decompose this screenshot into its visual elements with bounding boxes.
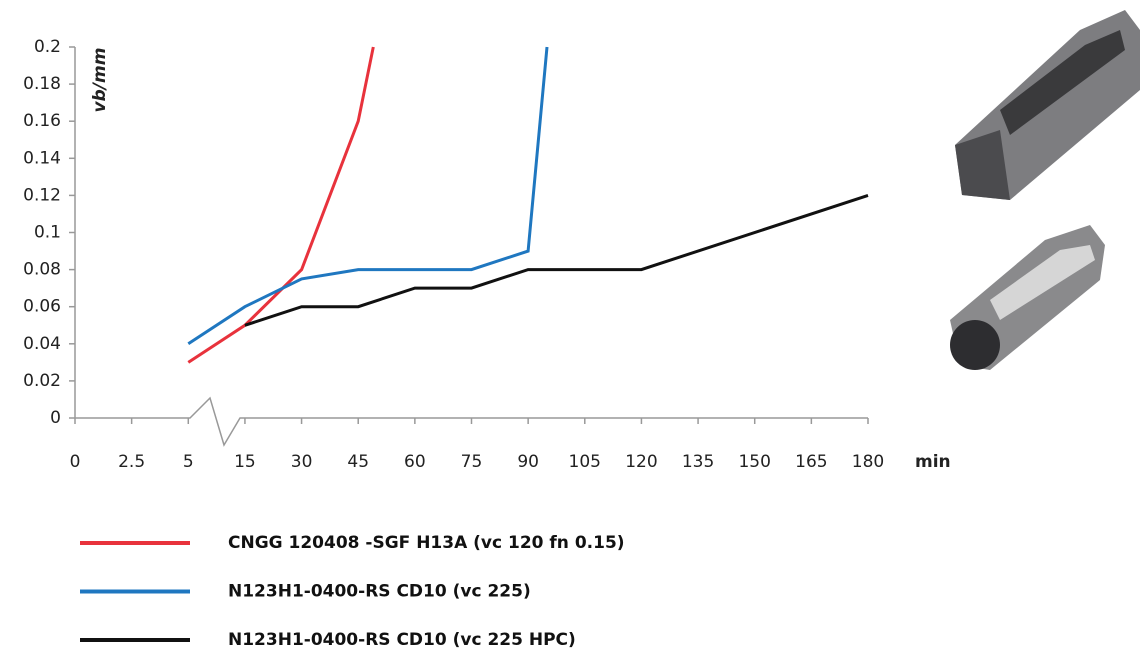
y-tick-label: 0.04 [23, 334, 61, 354]
legend-label: CNGG 120408 -SGF H13A (vc 120 fn 0.15) [228, 533, 625, 553]
x-axis [75, 396, 868, 447]
x-tick-label: 15 [234, 452, 256, 472]
x-tick-label: 135 [682, 452, 714, 472]
y-tick-label: 0 [50, 408, 61, 428]
y-tick-label: 0.02 [23, 371, 61, 391]
x-tick-label: 2.5 [118, 452, 145, 472]
y-tick-label: 0.06 [23, 297, 61, 317]
data-line [187, 46, 375, 364]
insert-image [950, 10, 1140, 370]
x-tick-label: 0 [70, 452, 81, 472]
legend-label: N123H1-0400-RS CD10 (vc 225 HPC) [228, 630, 576, 650]
data-line [187, 46, 549, 346]
y-tick-label: 0.14 [23, 148, 61, 168]
x-tick-label: 90 [517, 452, 539, 472]
x-tick-label: 45 [347, 452, 369, 472]
y-tick-label: 0.08 [23, 260, 61, 280]
x-tick-label: 120 [625, 452, 657, 472]
x-tick-label: 165 [795, 452, 827, 472]
x-tick-label: 105 [569, 452, 601, 472]
data-line [244, 193, 869, 327]
x-tick-label: 60 [404, 452, 426, 472]
y-tick-label: 0.12 [23, 185, 61, 205]
x-tick-label: 180 [852, 452, 884, 472]
x-axis-label: min [915, 452, 951, 472]
x-tick-label: 150 [738, 452, 770, 472]
legend-label: N123H1-0400-RS CD10 (vc 225) [228, 582, 531, 602]
y-axis-label: vb/mm [90, 48, 110, 113]
y-tick-label: 0.2 [34, 37, 61, 57]
y-tick-label: 0.1 [34, 223, 61, 243]
y-tick-label: 0.18 [23, 74, 61, 94]
x-tick-label: 30 [291, 452, 313, 472]
x-tick-label: 5 [183, 452, 194, 472]
y-tick-label: 0.16 [23, 111, 61, 131]
x-tick-label: 75 [461, 452, 483, 472]
